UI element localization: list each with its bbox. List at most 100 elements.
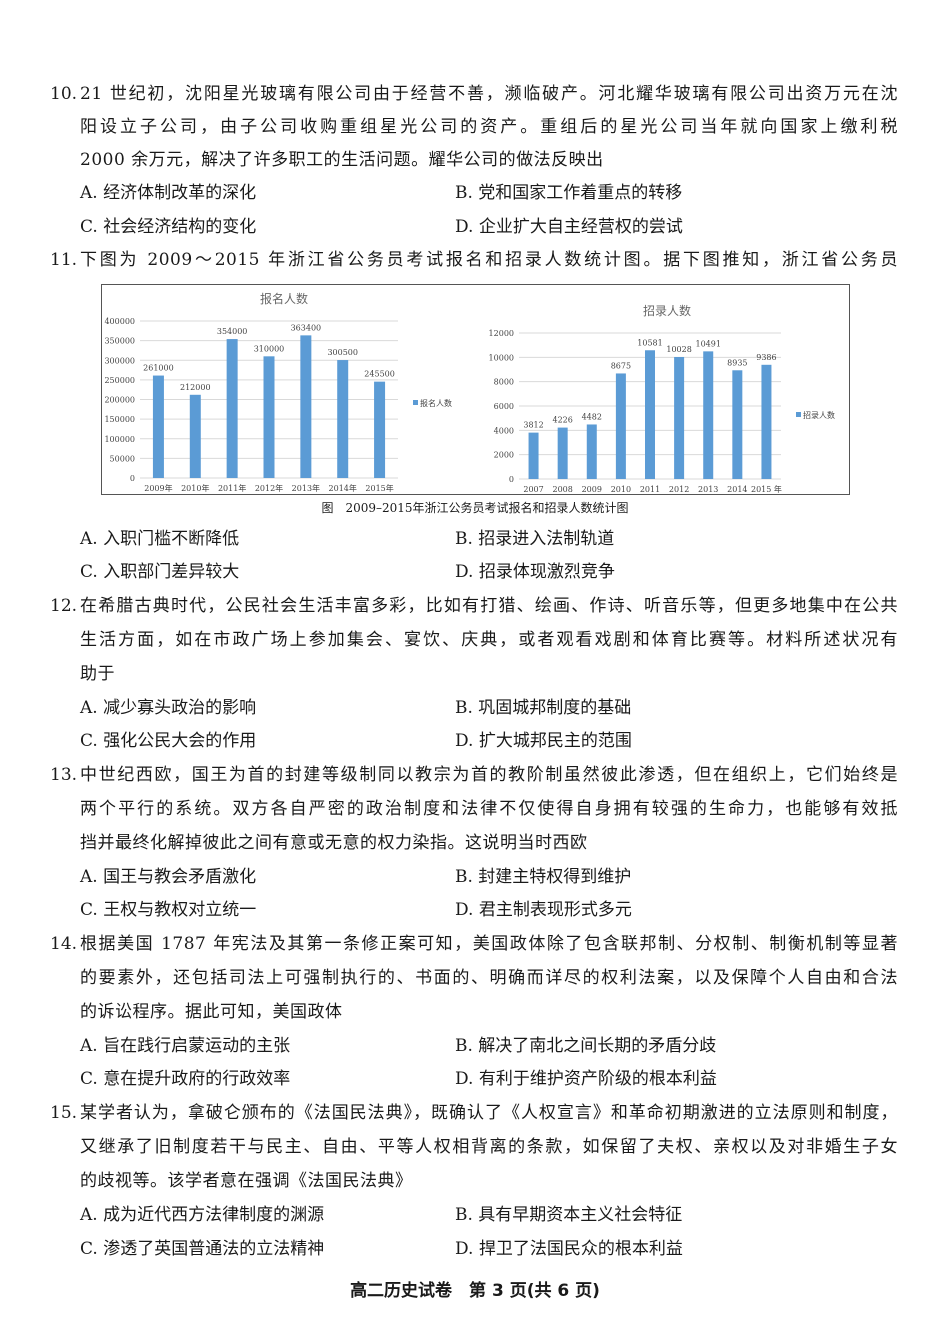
y-tick-label: 150000 bbox=[104, 415, 135, 424]
data-label: 10581 bbox=[637, 338, 662, 347]
x-tick-label: 2013年 bbox=[292, 483, 320, 493]
x-tick-label: 2011年 bbox=[218, 483, 246, 493]
y-tick-label: 50000 bbox=[110, 454, 135, 463]
figure-caption: 图 2009–2015年浙江公务员考试报名和招录人数统计图 bbox=[321, 501, 629, 515]
y-tick-label: 0 bbox=[509, 475, 514, 484]
answer-option-C[interactable]: C. 王权与教权对立统一 bbox=[80, 900, 257, 920]
legend-label: 招录人数 bbox=[803, 410, 835, 420]
data-label: 354000 bbox=[217, 327, 248, 336]
x-tick-label: 2012年 bbox=[255, 483, 283, 493]
bar bbox=[528, 432, 539, 479]
answer-option-D[interactable]: D. 企业扩大自主经营权的尝试 bbox=[455, 217, 683, 237]
question-stem-line: 阳设立子公司，由子公司收购重组星光公司的资产。重组后的星光公司当年就向国家上缴利… bbox=[80, 117, 898, 137]
data-label: 10491 bbox=[695, 339, 720, 348]
y-tick-label: 250000 bbox=[104, 376, 135, 385]
answer-option-A[interactable]: A. 旨在践行启蒙运动的主张 bbox=[80, 1036, 291, 1056]
y-tick-label: 2000 bbox=[494, 451, 514, 460]
y-tick-label: 400000 bbox=[104, 317, 135, 326]
question-stem-line: 下图为 2009～2015 年浙江省公务员考试报名和招录人数统计图。据下图推知，… bbox=[80, 250, 898, 270]
legend-swatch bbox=[796, 412, 801, 417]
data-label: 261000 bbox=[143, 364, 174, 373]
data-label: 245500 bbox=[364, 370, 395, 379]
data-label: 10028 bbox=[666, 345, 691, 354]
question-number: 13. bbox=[50, 765, 78, 785]
x-tick-label: 2010年 bbox=[181, 483, 209, 493]
y-tick-label: 4000 bbox=[494, 426, 514, 435]
data-label: 8935 bbox=[727, 358, 747, 367]
question-stem-line: 又继承了旧制度若干与民主、自由、平等人权相背离的条款，如保留了夫权、亲权以及对非… bbox=[80, 1137, 898, 1157]
answer-option-D[interactable]: D. 君主制表现形式多元 bbox=[455, 900, 632, 920]
question-stem-line: 的歧视等。该学者意在强调《法国民法典》 bbox=[80, 1171, 413, 1191]
bar bbox=[761, 364, 772, 479]
bar bbox=[557, 427, 568, 479]
question-number: 12. bbox=[50, 596, 78, 616]
bar bbox=[263, 356, 275, 478]
question-number: 10. bbox=[50, 84, 78, 104]
x-tick-label: 2010 bbox=[611, 485, 631, 494]
y-tick-label: 12000 bbox=[489, 329, 514, 338]
y-tick-label: 200000 bbox=[104, 396, 135, 405]
answer-option-A[interactable]: A. 国王与教会矛盾激化 bbox=[80, 867, 257, 887]
question-stem-line: 中世纪西欧，国王为首的封建等级制同以教宗为首的教阶制虽然彼此渗透，但在组织上，它… bbox=[80, 765, 898, 785]
question-stem-line: 的诉讼程序。据此可知，美国政体 bbox=[80, 1002, 343, 1022]
answer-option-B[interactable]: B. 解决了南北之间长期的矛盾分歧 bbox=[455, 1036, 717, 1056]
chart-title: 报名人数 bbox=[260, 291, 308, 306]
question-stem-line: 挡并最终化解掉彼此之间有意或无意的权力染指。这说明当时西欧 bbox=[80, 833, 588, 853]
answer-option-D[interactable]: D. 捍卫了法国民众的根本利益 bbox=[455, 1239, 683, 1259]
page-footer: 高二历史试卷 第 3 页(共 6 页) bbox=[350, 1281, 600, 1301]
answer-option-C[interactable]: C. 入职部门差异较大 bbox=[80, 562, 240, 582]
x-tick-label: 2009 bbox=[582, 485, 602, 494]
answer-option-D[interactable]: D. 招录体现激烈竞争 bbox=[455, 562, 615, 582]
bar bbox=[300, 335, 312, 478]
bar bbox=[226, 339, 238, 478]
answer-option-A[interactable]: A. 成为近代西方法律制度的渊源 bbox=[80, 1205, 325, 1225]
legend-swatch bbox=[413, 400, 418, 405]
data-label: 4226 bbox=[552, 416, 572, 425]
x-tick-label: 2012 bbox=[669, 485, 689, 494]
answer-option-A[interactable]: A. 减少寡头政治的影响 bbox=[80, 698, 257, 718]
answer-option-B[interactable]: B. 巩固城邦制度的基础 bbox=[455, 698, 632, 718]
x-tick-label: 2015年 bbox=[365, 483, 393, 493]
question-stem-line: 21 世纪初，沈阳星光玻璃有限公司由于经营不善，濒临破产。河北耀华玻璃有限公司出… bbox=[80, 84, 898, 104]
answer-option-A[interactable]: A. 入职门槛不断降低 bbox=[80, 529, 240, 549]
question-number: 14. bbox=[50, 934, 78, 954]
answer-option-C[interactable]: C. 社会经济结构的变化 bbox=[80, 217, 257, 237]
bar bbox=[337, 360, 349, 478]
x-tick-label: 2008 bbox=[552, 485, 572, 494]
x-tick-label: 2015 年 bbox=[751, 484, 782, 494]
y-tick-label: 350000 bbox=[104, 337, 135, 346]
answer-option-B[interactable]: B. 具有早期资本主义社会特征 bbox=[455, 1205, 683, 1225]
y-tick-label: 100000 bbox=[104, 435, 135, 444]
chart-figure: 报名人数 0 50000 100000 150000 200000 250000 300000… bbox=[101, 284, 850, 495]
bar bbox=[732, 370, 743, 479]
y-tick-label: 10000 bbox=[489, 353, 514, 362]
bar bbox=[152, 375, 164, 478]
answer-option-A[interactable]: A. 经济体制改革的深化 bbox=[80, 183, 257, 203]
bar bbox=[645, 350, 655, 479]
data-label: 9386 bbox=[756, 353, 776, 362]
answer-option-C[interactable]: C. 意在提升政府的行政效率 bbox=[80, 1069, 291, 1089]
bar bbox=[189, 394, 201, 478]
x-tick-label: 2014 bbox=[727, 485, 747, 494]
chart-title: 招录人数 bbox=[643, 303, 691, 318]
data-label: 300500 bbox=[327, 348, 358, 357]
question-number: 11. bbox=[50, 250, 78, 270]
legend-label: 报名人数 bbox=[420, 398, 452, 408]
answer-option-B[interactable]: B. 封建主特权得到维护 bbox=[455, 867, 632, 887]
answer-option-D[interactable]: D. 有利于维护资产阶级的根本利益 bbox=[455, 1069, 717, 1089]
data-label: 212000 bbox=[180, 383, 211, 392]
bar bbox=[674, 356, 685, 479]
x-tick-label: 2014年 bbox=[329, 483, 357, 493]
question-stem-line: 的要素外，还包括司法上可强制执行的、书面的、明确而详尽的权利法案，以及保障个人自… bbox=[80, 968, 898, 988]
answer-option-D[interactable]: D. 扩大城邦民主的范围 bbox=[455, 731, 632, 751]
y-tick-label: 8000 bbox=[494, 378, 514, 387]
answer-option-C[interactable]: C. 强化公民大会的作用 bbox=[80, 731, 257, 751]
question-stem-line: 根据美国 1787 年宪法及其第一条修正案可知，美国政体除了包含联邦制、分权制、… bbox=[80, 934, 898, 954]
bar bbox=[703, 351, 714, 479]
answer-option-C[interactable]: C. 渗透了英国普通法的立法精神 bbox=[80, 1239, 325, 1259]
y-tick-label: 300000 bbox=[104, 356, 135, 365]
answer-option-B[interactable]: B. 招录进入法制轨道 bbox=[455, 529, 615, 549]
y-tick-label: 6000 bbox=[494, 402, 514, 411]
answer-option-B[interactable]: B. 党和国家工作着重点的转移 bbox=[455, 183, 683, 203]
